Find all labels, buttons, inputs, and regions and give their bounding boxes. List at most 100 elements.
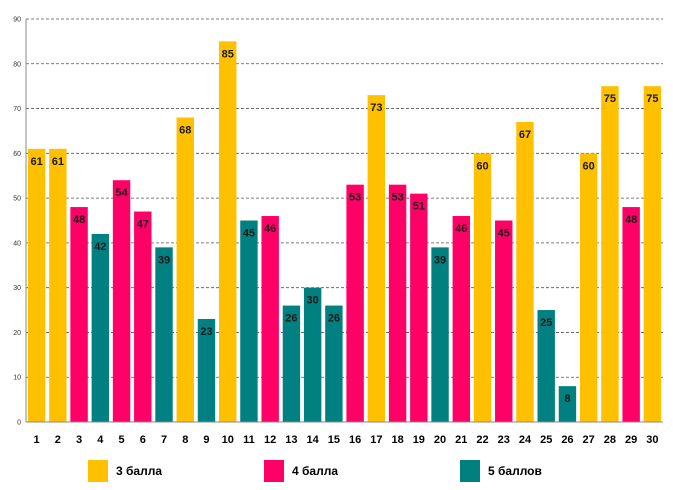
data-label-8: 68 [179,125,191,137]
data-label-1: 61 [30,156,42,168]
data-label-22: 60 [476,160,488,172]
x-tick-label: 16 [349,434,361,446]
bar-23 [495,220,513,422]
data-label-10: 85 [222,48,234,60]
legend-label-5: 5 баллов [488,464,542,478]
x-tick-label: 22 [476,434,488,446]
x-tick-label: 6 [140,434,146,446]
x-tick-label: 7 [161,434,167,446]
x-tick-label: 17 [370,434,382,446]
bar-21 [452,216,470,422]
y-tick-label: 30 [13,285,21,292]
x-tick-label: 8 [182,434,188,446]
data-label-7: 39 [158,254,170,266]
legend-swatch-5 [460,460,480,482]
y-tick-label: 70 [13,106,21,113]
y-tick-label: 20 [13,330,21,337]
x-tick-label: 24 [519,434,532,446]
bar-25 [537,310,555,422]
bar-2 [49,148,67,422]
x-tick-label: 29 [625,434,637,446]
x-tick-label: 11 [243,434,255,446]
x-tick-label: 14 [307,434,320,446]
legend-swatch-4 [264,460,284,482]
data-label-23: 45 [498,228,510,240]
x-tick-label: 9 [203,434,209,446]
y-tick-label: 90 [13,17,21,24]
data-label-14: 30 [307,295,319,307]
data-label-15: 26 [328,313,340,325]
bar-11 [240,220,258,422]
bar-18 [388,184,407,422]
x-tick-label: 3 [76,434,82,446]
data-label-17: 73 [370,102,382,114]
x-tick-label: 15 [328,434,340,446]
data-label-24: 67 [519,129,531,141]
data-label-6: 47 [137,219,149,231]
y-tick-label: 40 [13,240,21,247]
y-tick-label: 10 [13,375,21,382]
bar-16 [346,184,364,422]
data-label-2: 61 [52,156,64,168]
data-label-18: 53 [391,192,403,204]
y-tick-label: 50 [13,196,21,203]
bar-20 [431,247,449,422]
bar-3 [70,207,88,422]
x-tick-label: 5 [118,434,124,446]
bar-10 [219,41,237,423]
bar-14 [303,287,322,422]
x-tick-label: 26 [561,434,573,446]
data-label-25: 25 [540,317,552,329]
bar-26 [558,386,577,422]
bar-19 [410,193,428,422]
x-tick-label: 23 [498,434,510,446]
data-label-3: 48 [73,214,85,226]
data-label-16: 53 [349,192,361,204]
grid-layer [26,18,663,378]
data-label-30: 75 [646,93,658,105]
legend: 3 балла 4 балла 5 баллов [88,460,542,482]
x-tick-label: 28 [604,434,616,446]
x-tick-label: 21 [455,434,467,446]
x-tick-label: 20 [434,434,446,446]
data-label-20: 39 [434,254,446,266]
data-label-4: 42 [94,241,106,253]
data-label-5: 54 [115,187,128,199]
legend-swatch-3 [88,460,108,482]
bar-15 [325,305,343,422]
x-tick-label: 19 [413,434,425,446]
x-tick-label: 30 [646,434,658,446]
legend-label-4: 4 балла [292,464,338,478]
x-tick-label: 13 [285,434,297,446]
legend-label-3: 3 балла [116,464,162,478]
data-label-29: 48 [625,214,637,226]
bar-13 [282,305,301,422]
bar-1 [27,148,46,422]
bar-5 [112,180,131,422]
bar-17 [367,95,386,422]
y-tick-label: 0 [17,420,21,427]
data-label-13: 26 [285,313,297,325]
data-label-21: 46 [455,223,467,235]
x-tick-label: 25 [540,434,552,446]
x-tick-label: 27 [583,434,595,446]
data-label-12: 46 [264,223,276,235]
data-label-19: 51 [413,201,425,213]
data-labels-layer: 61 61 48 42 54 47 39 68 23 85 45 46 26 30 26 53 73 53 51 39… [30,48,658,405]
x-tick-label: 18 [391,434,403,446]
x-tick-label: 10 [222,434,234,446]
bar-30 [643,86,662,423]
bar-7 [155,247,173,422]
data-label-28: 75 [604,93,616,105]
bar-22 [473,153,492,423]
data-label-9: 23 [200,326,212,338]
bar-24 [516,121,534,422]
bar-8 [176,117,194,422]
bar-29 [622,207,640,422]
y-tick-label: 80 [13,61,21,68]
x-tick-label: 1 [34,434,40,446]
bars-layer [27,41,662,423]
